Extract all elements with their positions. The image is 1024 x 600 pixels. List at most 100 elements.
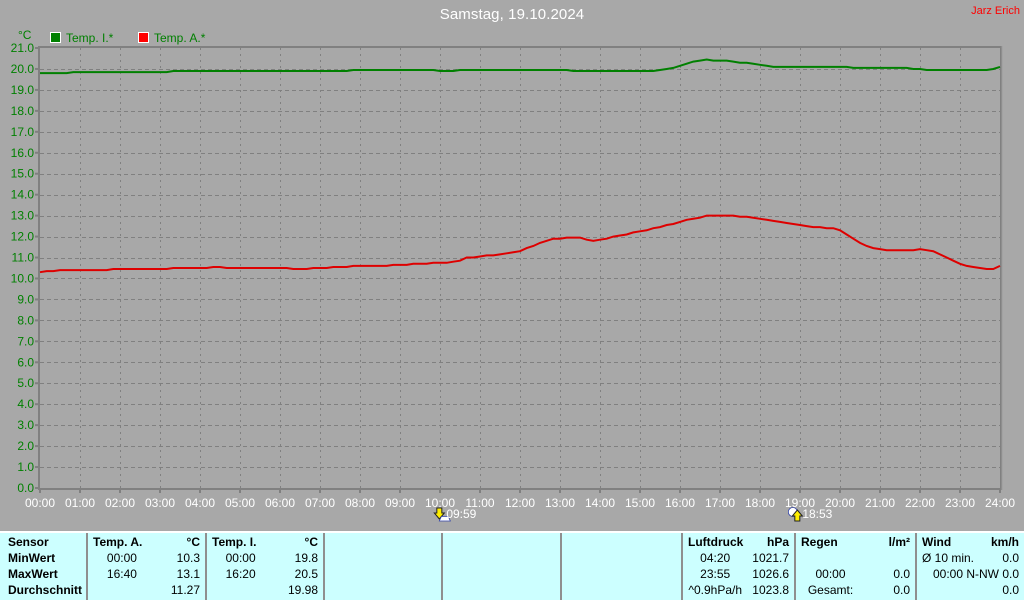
table-column-empty [560,533,681,600]
table-header-cell: Temp. I. °C [207,534,323,550]
cell-value: 1023.8 [752,583,789,597]
legend-label: Temp. A.* [154,31,206,45]
table-value-cell: ^0.9hPa/h 1023.8 [683,582,794,598]
table-value-cell [325,582,441,598]
column-header-label: Temp. A. [93,535,143,549]
page-title: Samstag, 19.10.2024 [439,6,585,23]
x-tick-label: 07:00 [305,496,335,510]
cell-value: 10.3 [176,551,200,565]
x-tick-label: 13:00 [545,496,575,510]
column-header-label: Temp. I. [212,535,257,549]
table-value-cell [796,550,915,566]
y-axis-unit-label: °C [18,28,32,42]
column-header-label: Wind [922,535,952,549]
x-tick-label: 12:00 [505,496,535,510]
table-row-label: MinWert [8,551,56,565]
y-tick-label: 9.0 [17,292,34,306]
marker-time-label: 09:59 [446,507,476,521]
x-tick-label: 06:00 [265,496,295,510]
y-tick-label: 16.0 [11,146,35,160]
x-tick-label: 09:00 [385,496,415,510]
x-tick-label: 18:00 [745,496,775,510]
table-value-cell: Ø 10 min. 0.0 [917,550,1024,566]
table-header-cell: Regen l/m² [796,534,915,550]
cell-value: 0.0 [893,567,910,581]
table-column-temp-i-: Temp. I. °C 00:00 19.8 16:20 20.5 19.98 [205,533,323,600]
sun-up-arrow-icon [791,509,804,522]
cell-time-label: ^0.9hPa/h [688,583,743,597]
column-header-unit: l/m² [888,535,910,549]
table-header-cell [562,534,681,550]
column-header-label: Luftdruck [688,535,744,549]
column-header-label: Regen [801,535,838,549]
y-tick-label: 8.0 [17,313,34,327]
cell-value: 0.0 [1002,583,1019,597]
cell-time-label: Ø 10 min. [922,551,975,565]
cell-value: 13.1 [176,567,200,581]
y-tick-label: 13.0 [11,209,35,223]
cloud-icon [438,516,451,522]
x-tick-label: 05:00 [225,496,255,510]
cell-value: 1021.7 [752,551,789,565]
x-tick-label: 17:00 [705,496,735,510]
y-tick-label: 12.0 [11,230,35,244]
y-tick-label: 5.0 [17,376,34,390]
table-value-cell: 00:00 19.8 [207,550,323,566]
x-tick-label: 19:00 [785,496,815,510]
cell-value: 19.98 [287,583,318,597]
station-owner-label: Jarz Erich [971,5,1020,17]
table-value-cell: Gesamt: 0.0 [796,582,915,598]
y-tick-label: 0.0 [17,481,34,495]
cell-value: 0.0 [893,583,910,597]
x-tick-label: 14:00 [585,496,615,510]
cell-value: 1026.6 [752,567,789,581]
legend-swatch-red [138,32,149,43]
table-header-cell: Wind km/h [917,534,1024,550]
column-header-unit: °C [186,535,200,549]
table-value-cell [325,550,441,566]
cell-time-label: 00:00 [225,551,256,565]
cell-time-label: 00:00 [106,551,137,565]
table-column-empty [441,533,560,600]
y-tick-label: 6.0 [17,355,34,369]
legend-swatch-green [50,32,61,43]
table-column-wind: Wind km/h Ø 10 min. 0.0 00:00 N-NW 0.0 0.0 [915,533,1024,600]
cell-time-label: 23:55 [700,567,731,581]
table-value-cell: 00:00 10.3 [88,550,205,566]
y-tick-label: 7.0 [17,334,34,348]
table-value-cell: 16:20 20.5 [207,566,323,582]
table-row-label: Durchschnitt [8,583,83,597]
x-tick-label: 01:00 [65,496,95,510]
cell-time-label: Gesamt: [807,583,854,597]
x-tick-label: 23:00 [945,496,975,510]
table-column-regen: Regen l/m² 00:00 0.0 Gesamt: 0.0 [794,533,915,600]
y-tick-label: 1.0 [17,460,34,474]
x-tick-label: 16:00 [665,496,695,510]
table-column-luftdruck: Luftdruck hPa 04:20 1021.7 23:55 1026.6 ^0.9hP… [681,533,794,600]
x-tick-label: 21:00 [865,496,895,510]
table-value-cell [562,566,681,582]
cell-value: 0.0 [1002,551,1019,565]
y-tick-label: 14.0 [11,188,35,202]
x-tick-label: 00:00 [25,496,55,510]
y-tick-label: 17.0 [11,125,35,139]
x-tick-label: 04:00 [185,496,215,510]
cell-value: 20.5 [294,567,318,581]
table-value-cell: 04:20 1021.7 [683,550,794,566]
table-row-label: MaxWert [8,567,58,581]
table-column-empty [323,533,441,600]
table-value-cell [325,566,441,582]
y-tick-label: 18.0 [11,104,35,118]
cell-value: 11.27 [170,583,200,597]
table-value-cell: 16:40 13.1 [88,566,205,582]
table-value-cell: 11.27 [88,582,205,598]
y-tick-label: 10.0 [11,271,35,285]
y-tick-label: 15.0 [11,167,35,181]
x-tick-label: 03:00 [145,496,175,510]
series-line-0 [40,58,1001,75]
legend-label: Temp. I.* [66,31,114,45]
table-header-cell [443,534,560,550]
table-value-cell: 19.98 [207,582,323,598]
table-header-cell [325,534,441,550]
